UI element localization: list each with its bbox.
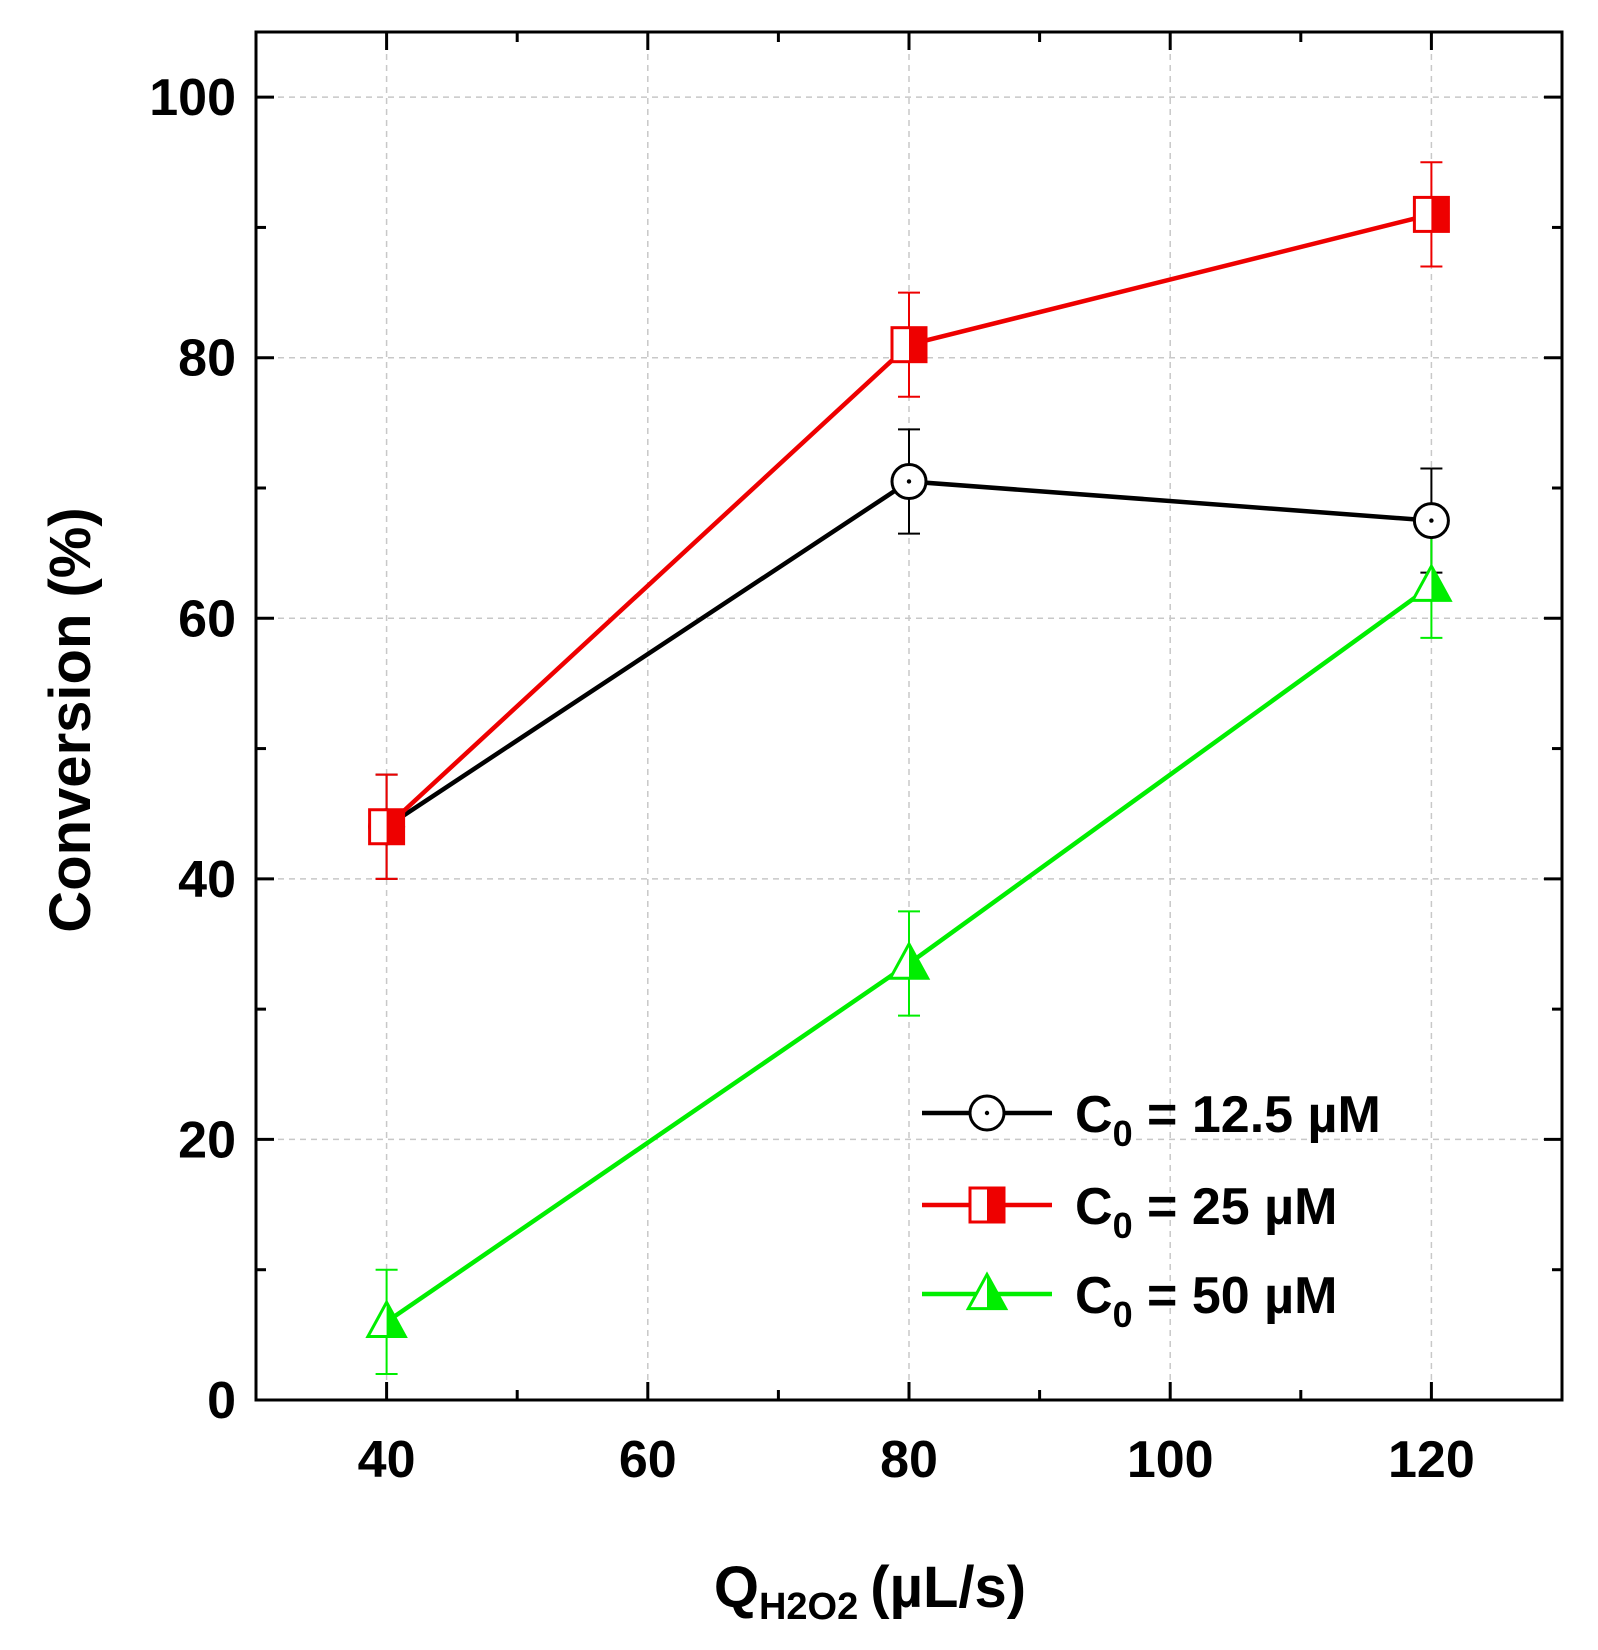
y-tick-label: 20 <box>178 1111 236 1169</box>
x-tick-label: 80 <box>880 1431 938 1489</box>
y-tick-label: 100 <box>149 69 236 127</box>
data-point-marker <box>1414 504 1448 538</box>
marker-center-dot <box>1429 518 1433 522</box>
legend-label: C0 = 12.5 µM <box>1075 1086 1381 1154</box>
legend-item-1: C0 = 12.5 µM <box>922 1086 1381 1154</box>
legend-label-subscript: 0 <box>1113 1113 1133 1154</box>
legend-label-rest: = 25 µM <box>1133 1178 1338 1236</box>
x-axis-label-subscript: H2O2 <box>759 1586 858 1628</box>
data-point-marker <box>892 464 926 498</box>
conversion-chart: 40 60 80 100 120020406080100 Conversion (%) … <box>0 0 1598 1650</box>
data-point-marker <box>370 810 404 844</box>
x-tick-label: 120 <box>1388 1431 1475 1489</box>
legend-item-2: C0 = 25 µM <box>922 1178 1337 1246</box>
legend-label-main: C <box>1075 1086 1113 1144</box>
marker-square-fill <box>987 1188 1004 1222</box>
grid-lines <box>256 32 1562 1400</box>
x-tick-label: 40 <box>358 1431 416 1489</box>
x-axis-label-main: Q <box>714 1555 759 1620</box>
data-point-marker <box>1414 197 1448 231</box>
legend-label: C0 = 25 µM <box>1075 1178 1337 1246</box>
legend-label-subscript: 0 <box>1113 1294 1133 1335</box>
y-axis-label: Conversion (%) <box>38 507 103 932</box>
legend-label-rest: = 50 µM <box>1133 1267 1338 1325</box>
y-tick-label: 40 <box>178 851 236 909</box>
y-tick-label: 80 <box>178 330 236 388</box>
data-point-marker <box>892 328 926 362</box>
data-point-marker <box>970 1188 1004 1222</box>
data-point-marker <box>968 1274 1005 1308</box>
y-tick-label: 0 <box>207 1372 236 1430</box>
marker-center-dot <box>907 479 911 483</box>
x-tick-label: 100 <box>1127 1431 1214 1489</box>
data-point-marker <box>368 1302 405 1336</box>
legend-label-subscript: 0 <box>1113 1205 1133 1246</box>
legend-label-main: C <box>1075 1267 1113 1325</box>
marker-center-dot <box>985 1111 989 1115</box>
marker-square-fill <box>909 328 926 362</box>
x-axis-label-suffix: (µL/s) <box>870 1555 1026 1620</box>
legend-label: C0 = 50 µM <box>1075 1267 1337 1335</box>
data-point-marker <box>970 1096 1004 1130</box>
x-tick-label: 60 <box>619 1431 677 1489</box>
legend-label-rest: = 12.5 µM <box>1133 1086 1381 1144</box>
marker-square-fill <box>387 810 404 844</box>
marker-square-fill <box>1431 197 1448 231</box>
legend-label-main: C <box>1075 1178 1113 1236</box>
data-point-marker <box>1413 566 1450 600</box>
data-point-marker <box>890 944 927 978</box>
legend-item-3: C0 = 50 µM <box>922 1267 1337 1335</box>
x-axis-label: QH2O2 (µL/s) <box>714 1555 1026 1628</box>
y-tick-label: 60 <box>178 590 236 648</box>
